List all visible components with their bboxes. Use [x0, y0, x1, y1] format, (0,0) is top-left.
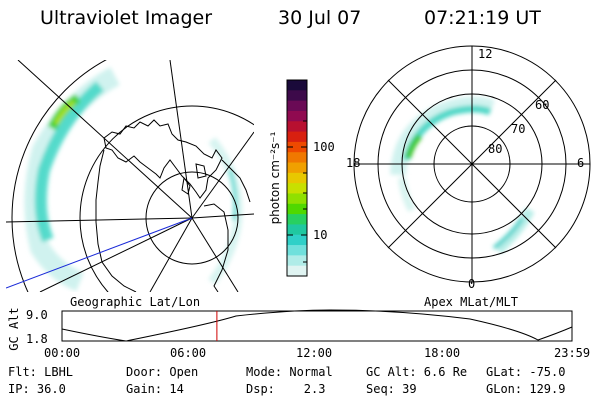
mlat-label-70: 70 [511, 122, 526, 136]
altitude-timeline [61, 309, 573, 342]
mlat-label-60: 60 [535, 98, 550, 112]
colorbar-segment [287, 214, 307, 226]
colorbar-segment [287, 183, 307, 195]
timeline-xtick: 23:59 [554, 346, 591, 360]
colorbar-segment [287, 162, 307, 174]
colorbar-segment [287, 193, 307, 205]
colorbar-segment [287, 224, 307, 236]
colorbar-segment [287, 172, 307, 184]
mlt-label-12: 12 [478, 47, 493, 61]
colorbar [287, 80, 307, 277]
timeline-xtick: 12:00 [296, 346, 333, 360]
timeline-frame [61, 310, 573, 342]
colorbar-segment [287, 100, 307, 112]
geographic-map [6, 60, 254, 292]
gc-altitude-curve [61, 309, 573, 342]
timeline-ytick-low: 1.8 [26, 332, 48, 346]
lat-circle-mid [79, 105, 254, 292]
timeline-xtick: 00:00 [44, 346, 81, 360]
colorbar-tick-10: 10 [313, 228, 328, 242]
mlat-label-80: 80 [488, 142, 503, 156]
header-time: 07:21:19 UT [424, 7, 541, 29]
info-mode: Mode: Normal [246, 365, 333, 379]
colorbar-segment [287, 152, 307, 164]
lat-circle-outer [11, 60, 107, 292]
colorbar-segment [287, 121, 307, 133]
colorbar-segment [287, 255, 307, 267]
timeline-xtick: 18:00 [424, 346, 461, 360]
info-dsp: Dsp: 2.3 [246, 382, 326, 396]
timeline-xtick: 06:00 [170, 346, 207, 360]
colorbar-segment [287, 90, 307, 102]
apex-polar-plot [353, 45, 591, 283]
colorbar-segment [287, 110, 307, 122]
meridian [191, 217, 239, 292]
info-ip: IP: 36.0 [8, 382, 66, 396]
meridian [39, 217, 193, 292]
info-glat: GLat: -75.0 [486, 365, 566, 379]
header-title: Ultraviolet Imager [40, 7, 213, 29]
info-filter: Flt: LBHL [8, 365, 74, 379]
meridian [191, 213, 254, 219]
meridian [17, 60, 193, 219]
sun-terminator-line [6, 217, 193, 289]
meridian [191, 131, 254, 219]
meridian [149, 217, 193, 292]
meridian [6, 217, 193, 223]
mlt-label-0: 0 [468, 277, 476, 291]
info-gain: Gain: 14 [126, 382, 184, 396]
mlt-label-18: 18 [346, 156, 361, 170]
coastline [95, 119, 251, 292]
timeline-ylabel: GC Alt [7, 307, 21, 351]
colorbar-segment [287, 80, 307, 91]
colorbar-frame [286, 79, 308, 277]
header-date: 30 Jul 07 [278, 7, 362, 29]
right-panel-caption: Apex MLat/MLT [424, 295, 518, 309]
colorbar-segment [287, 203, 307, 215]
colorbar-segment [287, 265, 307, 277]
meridian [169, 60, 193, 219]
info-gc-alt: GC Alt: 6.6 Re [366, 365, 468, 379]
info-glon: GLon: 129.9 [486, 382, 566, 396]
mlt-line-diag [387, 79, 557, 249]
info-seq: Seq: 39 [366, 382, 417, 396]
timeline-ytick-high: 9.0 [26, 308, 48, 322]
mlt-label-6: 6 [577, 156, 585, 170]
aurora-emission-right [390, 96, 535, 254]
colorbar-tick-100: 100 [313, 140, 335, 154]
lat-circle-inner [145, 171, 239, 265]
left-panel-caption: Geographic Lat/Lon [70, 295, 201, 309]
colorbar-segment [287, 131, 307, 143]
colorbar-segment [287, 234, 307, 246]
colorbar-segment [287, 245, 307, 256]
info-door: Door: Open [126, 365, 199, 379]
colorbar-segment [287, 141, 307, 153]
colorbar-unit-label: photon cm⁻²s⁻¹ [268, 131, 282, 225]
